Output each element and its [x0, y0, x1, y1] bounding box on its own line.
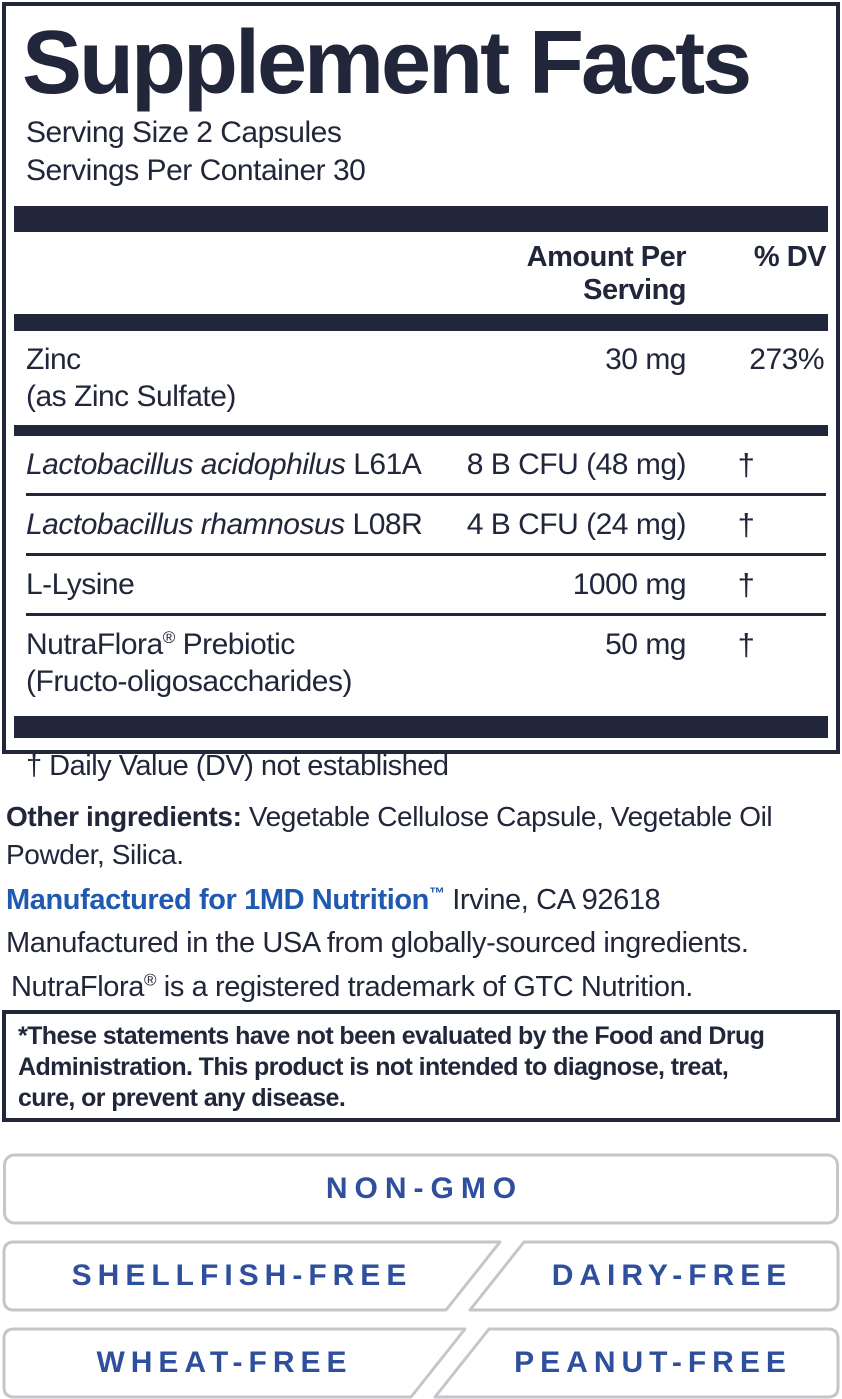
row-separator: [26, 492, 826, 496]
column-header-dv: % DV: [753, 240, 827, 273]
ingredient-strain-code: L08R: [344, 507, 423, 541]
manufacturer-address: Irvine, CA 92618: [444, 884, 661, 916]
origin-line: Manufactured in the USA from globally-so…: [6, 927, 749, 959]
ingredient-dv: †: [737, 566, 755, 602]
ingredient-name-suffix: Prebiotic: [174, 627, 296, 661]
trademark-line: NutraFlora® is a registered trademark of…: [11, 971, 693, 1004]
ingredient-amount: 1000 mg: [572, 567, 687, 601]
ingredient-subname: (as Zinc Sulfate): [26, 379, 236, 413]
manufactured-for-text: Manufactured for 1MD Nutrition: [6, 884, 429, 916]
ingredient-name-latin: Lactobacillus acidophilus: [26, 447, 346, 481]
divider-bar-mid: [14, 424, 828, 436]
ingredient-subname: (Fructo-oligosaccharides): [26, 664, 352, 698]
ingredient-amount: 50 mg: [605, 627, 686, 661]
registered-mark: ®: [144, 970, 157, 990]
column-header-row: Amount Per Serving % DV: [6, 232, 836, 314]
other-ingredients-label: Other ingredients:: [6, 801, 242, 832]
ingredient-amount: 4 B CFU (24 mg): [466, 507, 687, 541]
trademark-mark: ™: [429, 885, 445, 903]
nutraflora-name: NutraFlora: [11, 971, 144, 1003]
ingredient-dv: †: [737, 446, 755, 482]
ingredient-name: Lactobacillus rhamnosus L08R: [6, 506, 456, 543]
other-ingredients: Other ingredients: Vegetable Cellulose C…: [6, 798, 796, 874]
badge-dairy-free: DAIRY-FREE: [551, 1259, 793, 1292]
fda-disclaimer-text: *These statements have not been evaluate…: [18, 1022, 765, 1112]
row-separator: [26, 552, 826, 556]
ingredient-dv: †: [737, 506, 755, 542]
dv-footnote: † Daily Value (DV) not established: [26, 749, 449, 782]
ingredient-row-lysine: L-Lysine 1000 mg †: [6, 556, 836, 613]
ingredient-name: L-Lysine: [26, 567, 135, 601]
registered-mark: ®: [162, 627, 176, 647]
badge-peanut-free: PEANUT-FREE: [514, 1346, 792, 1379]
badge-shape-shellfish-free: [2, 1240, 502, 1312]
badge-shellfish-free: SHELLFISH-FREE: [71, 1259, 413, 1292]
supplement-facts-panel: Supplement Facts Serving Size 2 Capsules…: [2, 2, 840, 782]
ingredient-dv: 273%: [749, 342, 824, 376]
ingredient-amount: 30 mg: [605, 342, 686, 376]
ingredient-name-text: Zinc: [26, 342, 81, 376]
ingredient-row-rhamnosus: Lactobacillus rhamnosus L08R 4 B CFU (24…: [6, 496, 836, 553]
ingredient-amount: 8 B CFU (48 mg): [466, 447, 687, 481]
serving-size: Serving Size 2 Capsules: [26, 115, 342, 149]
badge-shape-wheat-free: [2, 1327, 467, 1399]
ingredient-name-text: NutraFlora: [26, 627, 163, 661]
ingredient-row-nutraflora: NutraFlora® Prebiotic (Fructo-oligosacch…: [6, 616, 836, 710]
ingredient-name: Lactobacillus acidophilus L61A: [6, 446, 456, 483]
ingredient-row-acidophilus: Lactobacillus acidophilus L61A 8 B CFU (…: [6, 436, 836, 493]
badge-shape-dairy-free: [468, 1240, 840, 1312]
row-separator: [26, 612, 826, 616]
badge-shape-peanut-free: [433, 1327, 840, 1399]
ingredient-name-latin: Lactobacillus rhamnosus: [26, 507, 345, 541]
trademark-text: is a registered trademark of GTC Nutriti…: [156, 971, 694, 1003]
ingredient-dv: †: [737, 626, 755, 662]
column-header-amount: Amount Per Serving: [526, 240, 687, 306]
divider-bar-top: [14, 205, 828, 232]
badge-section: NON-GMO SHELLFISH-FREE DAIRY-FREE WHEAT-…: [0, 1149, 842, 1399]
badge-shape-non-gmo: [3, 1153, 839, 1225]
other-ingredients-text: Vegetable Cellulose Capsule, Vegetable O…: [6, 801, 773, 870]
divider-bar-bottom: [14, 715, 828, 738]
badge-non-gmo: NON-GMO: [325, 1172, 524, 1205]
fda-disclaimer-box: *These statements have not been evaluate…: [2, 1010, 840, 1122]
ingredient-strain-code: L61A: [345, 447, 422, 481]
manufacturer-line: Manufactured for 1MD Nutrition™ Irvine, …: [6, 884, 661, 917]
ingredient-row-zinc: Zinc (as Zinc Sulfate) 30 mg 273%: [6, 331, 836, 425]
brand-name: Manufactured for 1MD Nutrition™: [6, 884, 445, 916]
divider-bar-header: [14, 313, 828, 331]
ingredient-name: Zinc (as Zinc Sulfate): [6, 341, 456, 415]
servings-per-container: Servings Per Container 30: [26, 153, 366, 187]
ingredient-name: NutraFlora® Prebiotic (Fructo-oligosacch…: [6, 626, 456, 700]
panel-title: Supplement Facts: [22, 13, 752, 113]
badge-shapes: [2, 1153, 840, 1399]
badge-wheat-free: WHEAT-FREE: [96, 1346, 353, 1379]
